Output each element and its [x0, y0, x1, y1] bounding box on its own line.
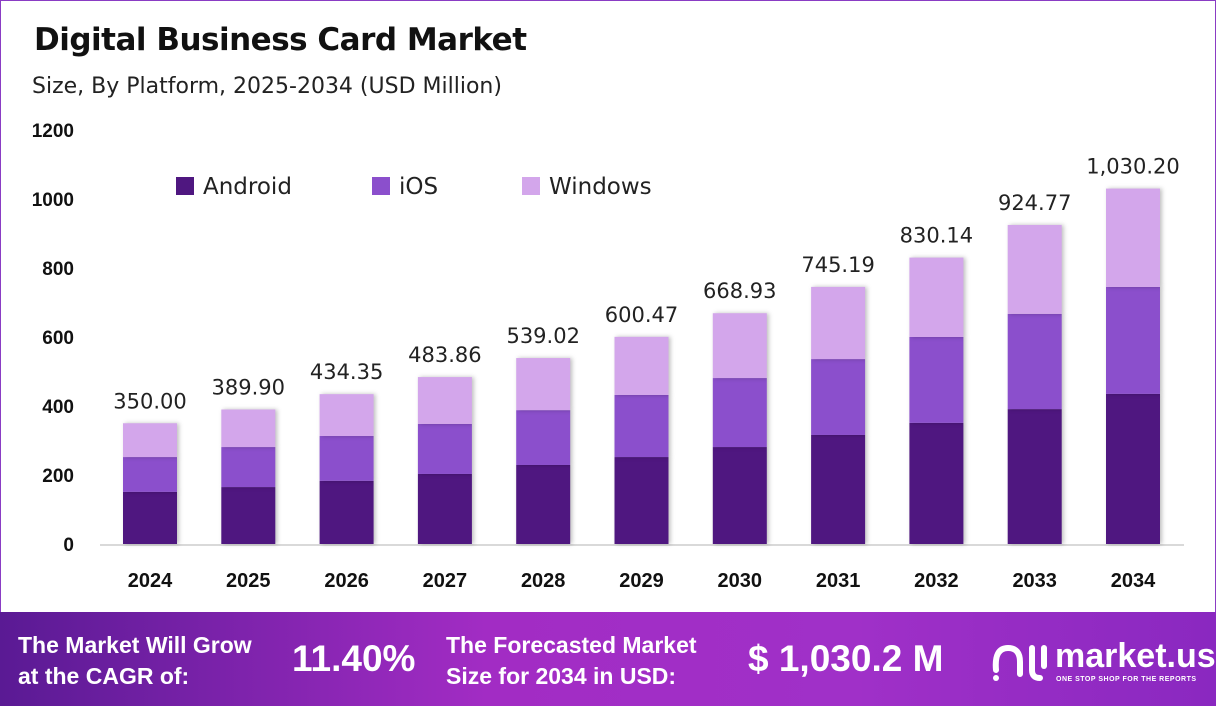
forecast-label: The Forecasted Market Size for 2034 in U…: [446, 630, 697, 692]
chart-title: Digital Business Card Market: [34, 22, 527, 58]
data-label-2033: 924.77: [998, 191, 1071, 215]
bar-ios-2034: [1106, 286, 1160, 394]
cagr-label-line1: The Market Will Grow: [18, 632, 252, 658]
bar-ios-2031: [811, 359, 866, 435]
data-label-2026: 434.35: [310, 360, 383, 384]
bar-ios-2026: [319, 436, 374, 481]
bar-android-2031: [811, 434, 866, 544]
bar-windows-2025: [221, 409, 276, 448]
bar-windows-2027: [417, 377, 472, 424]
bar-android-2033: [1007, 409, 1062, 544]
y-tick-label: 0: [63, 535, 74, 556]
x-tick-label: 2033: [1012, 570, 1057, 592]
y-tick-label: 800: [42, 259, 74, 280]
x-tick-label: 2030: [718, 570, 763, 592]
cagr-label-line2: at the CAGR of:: [18, 663, 190, 689]
x-tick-label: 2034: [1111, 570, 1156, 592]
data-label-2030: 668.93: [703, 279, 776, 303]
legend-label-windows: Windows: [549, 174, 652, 200]
bar-ios-2028: [516, 410, 571, 465]
bar-ios-2024: [123, 457, 177, 492]
chart-subtitle: Size, By Platform, 2025-2034 (USD Millio…: [32, 74, 502, 99]
x-tick-label: 2028: [521, 570, 566, 592]
x-tick-label: 2027: [423, 570, 468, 592]
stacked-bar-chart: 0 200 400 600 800 1000 1200 Android iOS Windows 35…: [32, 121, 1184, 592]
market-us-logo-icon: [992, 644, 1047, 681]
data-label-2031: 745.19: [801, 253, 874, 277]
bar-android-2029: [614, 457, 669, 544]
summary-banner: The Market Will Grow at the CAGR of: 11.…: [0, 612, 1216, 706]
bar-windows-2029: [614, 336, 669, 395]
bar-android-2026: [319, 480, 374, 544]
y-tick-label: 600: [42, 328, 74, 349]
x-tick-label: 2029: [619, 570, 664, 592]
bar-windows-2026: [319, 394, 374, 437]
bar-android-2028: [516, 464, 571, 544]
forecast-label-line2: Size for 2034 in USD:: [446, 663, 677, 689]
bar-android-2027: [417, 473, 472, 544]
bar-windows-2033: [1007, 224, 1062, 314]
bar-android-2034: [1106, 393, 1160, 544]
y-tick-label: 1000: [32, 190, 74, 211]
x-tick-label: 2032: [914, 570, 959, 592]
bar-windows-2030: [712, 313, 767, 379]
legend-swatch-windows: [522, 177, 540, 195]
bar-android-2032: [909, 422, 964, 544]
y-tick-label: 1200: [32, 121, 74, 142]
bar-android-2030: [712, 447, 767, 544]
bar-windows-2034: [1106, 188, 1160, 287]
legend-label-android: Android: [203, 174, 292, 200]
forecast-label-line1: The Forecasted Market: [446, 632, 697, 658]
data-label-2024: 350.00: [113, 389, 186, 413]
cagr-value: 11.40%: [292, 638, 416, 679]
x-tick-label: 2031: [816, 570, 861, 592]
bar-windows-2024: [123, 423, 177, 458]
data-label-2032: 830.14: [900, 224, 973, 248]
bar-ios-2025: [221, 447, 276, 488]
x-tick-label: 2024: [128, 570, 173, 592]
data-label-2029: 600.47: [605, 303, 678, 327]
x-tick-label: 2026: [324, 570, 369, 592]
bar-ios-2032: [909, 337, 964, 423]
legend-swatch-android: [176, 177, 194, 195]
data-label-2025: 389.90: [212, 375, 285, 399]
cagr-label: The Market Will Grow at the CAGR of:: [18, 630, 252, 692]
forecast-value: $ 1,030.2 M: [748, 638, 944, 679]
legend-label-ios: iOS: [399, 174, 438, 200]
y-tick-label: 200: [42, 466, 74, 487]
bar-windows-2031: [811, 286, 866, 360]
bar-ios-2027: [417, 423, 472, 474]
bar-windows-2028: [516, 358, 571, 411]
data-label-2034: 1,030.20: [1086, 155, 1180, 179]
y-tick-label: 400: [42, 397, 74, 418]
bar-windows-2032: [909, 257, 964, 337]
bar-ios-2033: [1007, 313, 1062, 410]
bar-android-2025: [221, 487, 276, 544]
data-label-2027: 483.86: [408, 343, 481, 367]
bar-android-2024: [123, 491, 177, 544]
bar-ios-2029: [614, 394, 669, 458]
x-tick-label: 2025: [226, 570, 271, 592]
bar-ios-2030: [712, 378, 767, 448]
data-label-2028: 539.02: [506, 324, 579, 348]
logo-tagline: ONE STOP SHOP FOR THE REPORTS: [1056, 676, 1197, 683]
logo-name: market.us: [1055, 637, 1216, 675]
legend-swatch-ios: [372, 177, 390, 195]
